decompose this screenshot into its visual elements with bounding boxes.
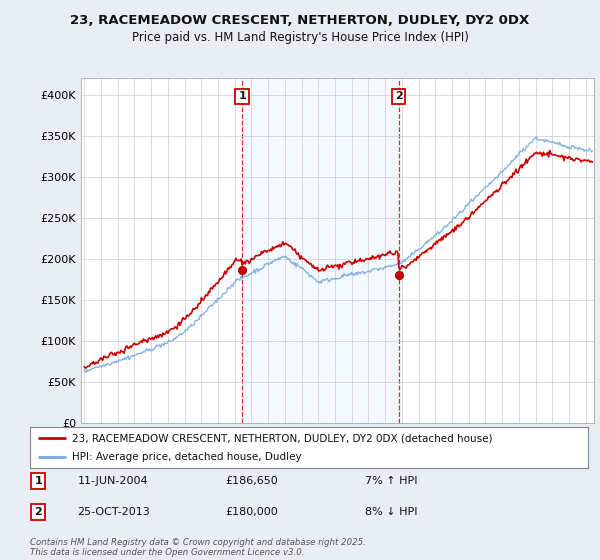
Text: HPI: Average price, detached house, Dudley: HPI: Average price, detached house, Dudl…	[72, 452, 301, 462]
Text: Contains HM Land Registry data © Crown copyright and database right 2025.
This d: Contains HM Land Registry data © Crown c…	[30, 538, 366, 557]
Text: 7% ↑ HPI: 7% ↑ HPI	[365, 476, 418, 486]
Text: 23, RACEMEADOW CRESCENT, NETHERTON, DUDLEY, DY2 0DX (detached house): 23, RACEMEADOW CRESCENT, NETHERTON, DUDL…	[72, 433, 493, 444]
Text: 2: 2	[395, 91, 403, 101]
Text: 11-JUN-2004: 11-JUN-2004	[77, 476, 148, 486]
Bar	[242, 78, 398, 423]
Text: 25-OCT-2013: 25-OCT-2013	[77, 507, 150, 517]
Text: £180,000: £180,000	[226, 507, 278, 517]
Text: 1: 1	[34, 476, 42, 486]
Text: 8% ↓ HPI: 8% ↓ HPI	[365, 507, 418, 517]
Text: £186,650: £186,650	[226, 476, 278, 486]
Text: Price paid vs. HM Land Registry's House Price Index (HPI): Price paid vs. HM Land Registry's House …	[131, 31, 469, 44]
Text: 2: 2	[34, 507, 42, 517]
Text: 1: 1	[238, 91, 246, 101]
Text: 23, RACEMEADOW CRESCENT, NETHERTON, DUDLEY, DY2 0DX: 23, RACEMEADOW CRESCENT, NETHERTON, DUDL…	[70, 14, 530, 27]
